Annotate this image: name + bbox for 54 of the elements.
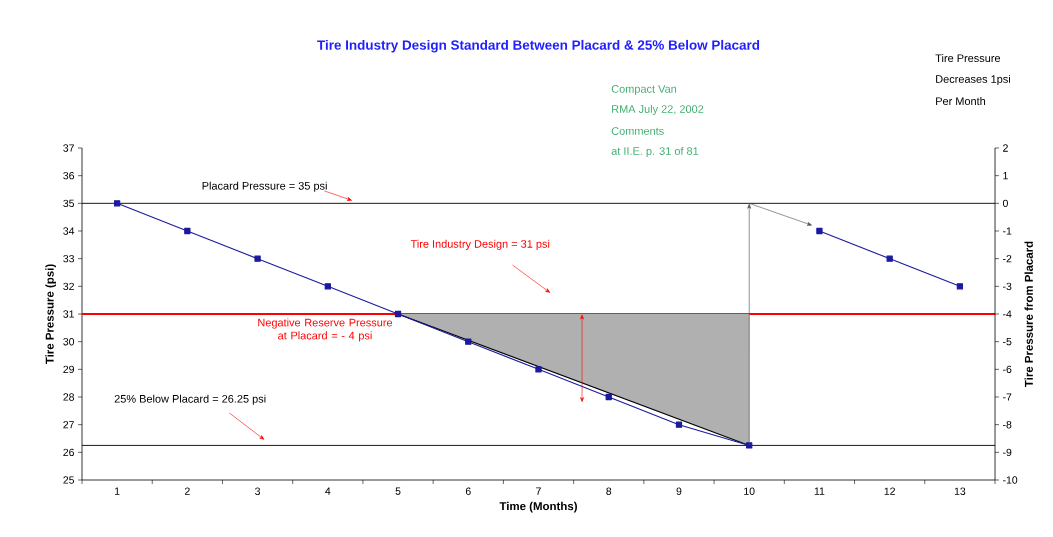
y2-tick-label: -7: [1003, 393, 1012, 401]
y2-tick-label: -4: [1003, 310, 1012, 318]
x-tick-label: 12: [884, 487, 895, 495]
text: Compact Van: [611, 85, 677, 95]
text: Tire Pressure: [935, 53, 1001, 63]
x-tick-label: 13: [954, 487, 966, 495]
annotation: at II.E. p. 31 of 81: [611, 146, 699, 158]
y2-tick-label: -2: [1003, 255, 1012, 263]
y2-axis-title: Tire Pressure from Placard: [1024, 241, 1033, 387]
x-tick-label: 7: [536, 487, 541, 495]
y2-tick-label: -6: [1003, 365, 1012, 374]
y2-tick-label: -3: [1003, 282, 1012, 291]
y-tick-label: 30: [63, 337, 75, 346]
x-axis-title: Time (Months): [499, 501, 577, 513]
y-tick-label: 26: [63, 448, 75, 457]
x-tick-label: 4: [325, 487, 331, 495]
y2-tick-label: 2: [1003, 144, 1008, 152]
x-tick-label: 5: [395, 487, 401, 495]
y-tick-label: 34: [63, 227, 75, 235]
y-tick-label: 36: [63, 171, 75, 180]
chart-title: Tire Industry Design Standard Between Placard & 25% Below Placard: [317, 39, 760, 53]
ref-line-label: Placard Pressure = 35 psi: [202, 181, 327, 192]
y2-tick-label: -8: [1003, 420, 1012, 429]
text: Decreases 1psi: [936, 74, 1010, 86]
x-tick-label: 3: [255, 487, 261, 495]
annotation: Negative Reserve Pressure at Placard = - 4 psi: [258, 318, 393, 342]
y-tick-label: 29: [63, 365, 74, 374]
text: Per Month: [936, 96, 986, 106]
text: Comments: [611, 127, 664, 135]
x-tick-label: 6: [465, 487, 471, 495]
y-tick-label: 25: [63, 476, 75, 484]
y-tick-label: 31: [63, 310, 74, 318]
y2-tick-label: 0: [1002, 199, 1008, 208]
y2-tick-label: -9: [1003, 448, 1012, 457]
y-tick-label: 33: [63, 254, 75, 263]
y2-tick-label: -1: [1003, 227, 1012, 235]
y-axis-title: Tire Pressure (psi): [45, 264, 56, 365]
y2-tick-label: -10: [1003, 476, 1018, 484]
x-tick-label: 2: [184, 487, 190, 495]
ref-line-label: Tire Industry Design = 31 psi: [410, 239, 550, 250]
y2-tick-label: 1: [1003, 172, 1008, 180]
y2-tick-label: -5: [1003, 338, 1012, 346]
text: RMA July 22, 2002: [612, 104, 704, 116]
y-tick-label: 37: [63, 144, 74, 152]
y-tick-label: 27: [63, 421, 74, 429]
x-tick-label: 11: [814, 487, 825, 495]
y-tick-label: 35: [63, 199, 75, 208]
x-tick-label: 9: [676, 487, 682, 495]
y-tick-label: 28: [63, 393, 75, 401]
x-tick-label: 1: [115, 487, 120, 495]
ref-line-label: 25% Below Placard = 26.25 psi: [114, 394, 266, 405]
x-tick-label: 8: [606, 487, 612, 495]
y-tick-label: 32: [63, 282, 74, 291]
x-tick-label: 10: [744, 487, 755, 495]
